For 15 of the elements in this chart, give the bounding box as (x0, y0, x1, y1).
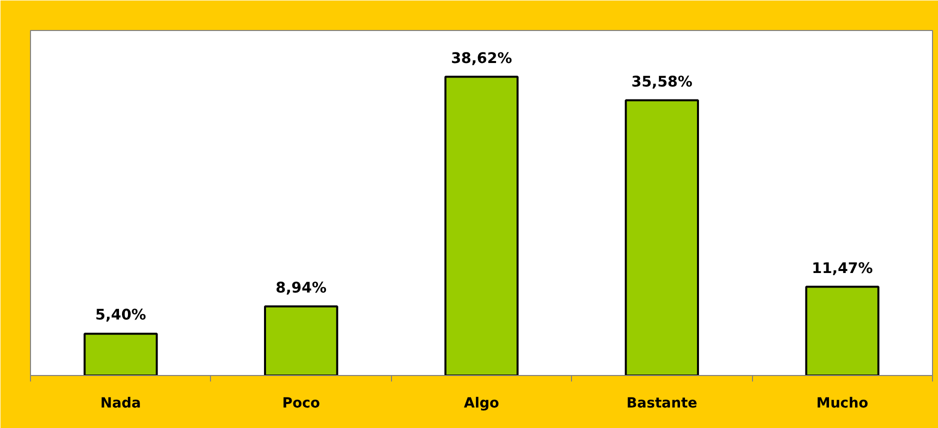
data-label: 5,40% (95, 306, 146, 324)
data-label: 8,94% (276, 279, 327, 296)
bar (84, 332, 158, 376)
bar (805, 286, 880, 376)
bar (624, 99, 699, 376)
x-tick-label: Poco (282, 396, 320, 412)
bar (444, 76, 519, 376)
x-tick-label: Nada (100, 396, 142, 412)
bar (264, 305, 338, 376)
data-label: 35,58% (631, 73, 693, 90)
x-tick-label: Bastante (626, 396, 698, 412)
data-label: 38,62% (450, 50, 512, 67)
x-tick-label: Mucho (816, 396, 869, 412)
data-label: 11,47% (812, 260, 874, 277)
x-tick-label: Algo (464, 396, 500, 412)
